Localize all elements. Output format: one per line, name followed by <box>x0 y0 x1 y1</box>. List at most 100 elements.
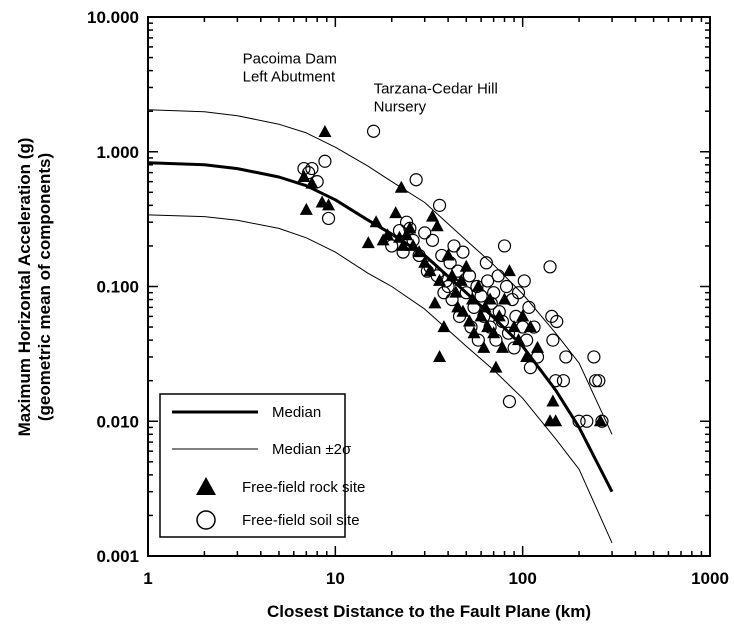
legend-soil-label: Free-field soil site <box>242 512 360 529</box>
rock-site-point <box>406 238 420 251</box>
soil-site-point <box>451 264 465 278</box>
soil-site-point <box>511 286 526 300</box>
rock-site-point <box>549 414 563 427</box>
soil-site-point <box>447 239 461 253</box>
rock-site-point <box>425 209 439 222</box>
soil-site-point <box>501 326 516 340</box>
soil-site-point <box>572 414 586 428</box>
legend-sigma-label: Median ±2σ <box>272 441 352 458</box>
soil-site-point <box>556 374 571 388</box>
rock-site-point <box>516 309 530 322</box>
soil-site-point <box>305 161 319 176</box>
legend-median-label: Median <box>272 404 321 421</box>
annotation-0-line-1: Left Abutment <box>243 69 336 86</box>
rock-site-point <box>445 268 459 281</box>
soil-site-point <box>545 309 559 323</box>
soil-site-point <box>423 260 437 274</box>
soil-site-point <box>484 296 498 310</box>
rock-site-point <box>498 292 512 305</box>
rock-site-point <box>489 360 503 373</box>
tick-labels: 1 10 100 1000 10.000 1.000 0.100 0.010 0.001 <box>87 8 729 588</box>
soil-site-point <box>318 154 332 168</box>
rock-site-point <box>492 309 506 322</box>
y-tick-label: 0.010 <box>96 412 139 431</box>
soil-site-point <box>588 374 603 388</box>
rock-site-point <box>456 304 470 317</box>
soil-site-point <box>530 350 545 364</box>
soil-site-point <box>366 124 381 138</box>
x-tick-label: 10 <box>326 569 345 588</box>
curve-0 <box>147 161 614 493</box>
legend-box <box>159 393 346 538</box>
soil-site-point <box>445 292 459 307</box>
rock-site-point <box>412 245 426 258</box>
soil-site-point <box>439 274 453 288</box>
rock-site-point <box>471 279 485 292</box>
soil-site-point <box>474 289 488 303</box>
axis-ticks <box>147 17 710 557</box>
rock-site-point <box>389 206 403 219</box>
soil-site-point <box>392 223 407 238</box>
x-axis-label: Closest Distance to the Fault Plane (km) <box>267 602 591 621</box>
soil-site-point <box>425 233 440 247</box>
soil-site-point <box>412 248 426 263</box>
rock-site-point <box>546 394 560 407</box>
legend-circle-icon <box>196 510 216 530</box>
rock-site-point <box>428 296 442 309</box>
soil-site-point <box>543 260 557 274</box>
soil-site-point <box>517 274 531 288</box>
markers <box>297 124 609 428</box>
rock-site-point <box>495 340 509 353</box>
soil-site-point <box>523 361 538 375</box>
soil-site-point <box>550 314 564 329</box>
rock-site-point <box>400 228 414 241</box>
soil-site-point <box>471 333 485 347</box>
legend: Median Median ±2σ Free-field rock site F… <box>159 393 365 538</box>
soil-site-point <box>492 305 506 319</box>
y-tick-label: 10.000 <box>87 8 139 27</box>
x-tick-label: 1 <box>143 569 152 588</box>
soil-site-point <box>409 173 423 187</box>
soil-site-point <box>441 279 455 294</box>
rock-site-point <box>478 300 492 313</box>
rock-site-point <box>430 219 444 232</box>
soil-site-point <box>481 274 495 288</box>
rock-site-point <box>520 349 534 362</box>
soil-site-point <box>497 239 512 253</box>
soil-site-point <box>479 256 493 270</box>
rock-site-point <box>369 215 383 228</box>
soil-site-point <box>443 256 457 270</box>
soil-site-point <box>592 374 606 388</box>
rock-site-point <box>381 228 395 241</box>
soil-site-point <box>559 350 573 364</box>
rock-site-point <box>433 349 447 362</box>
soil-site-point <box>477 309 491 323</box>
y-tick-label: 0.001 <box>96 547 139 566</box>
soil-site-point <box>595 414 609 428</box>
soil-site-point <box>509 309 523 323</box>
rock-site-point <box>322 198 336 211</box>
legend-rock-label: Free-field rock site <box>242 479 365 496</box>
soil-site-point <box>580 414 594 428</box>
soil-site-point <box>464 320 478 334</box>
soil-site-point <box>297 161 311 176</box>
annotation-1-line-0: Tarzana-Cedar Hill <box>374 81 498 98</box>
x-tick-label: 100 <box>508 569 536 588</box>
soil-site-point <box>459 286 473 300</box>
rock-site-point <box>454 273 468 286</box>
soil-site-point <box>456 245 470 259</box>
rock-site-point <box>477 340 491 353</box>
soil-site-point <box>321 211 336 226</box>
soil-site-point <box>483 320 497 334</box>
soil-site-point <box>587 350 601 364</box>
soil-site-point <box>302 166 316 180</box>
soil-site-point <box>546 333 560 347</box>
soil-site-point <box>435 248 449 263</box>
rock-site-point <box>449 285 463 298</box>
soil-site-point <box>489 333 503 347</box>
rock-site-point <box>523 320 537 333</box>
soil-site-point <box>385 239 399 253</box>
rock-site-point <box>305 176 319 189</box>
